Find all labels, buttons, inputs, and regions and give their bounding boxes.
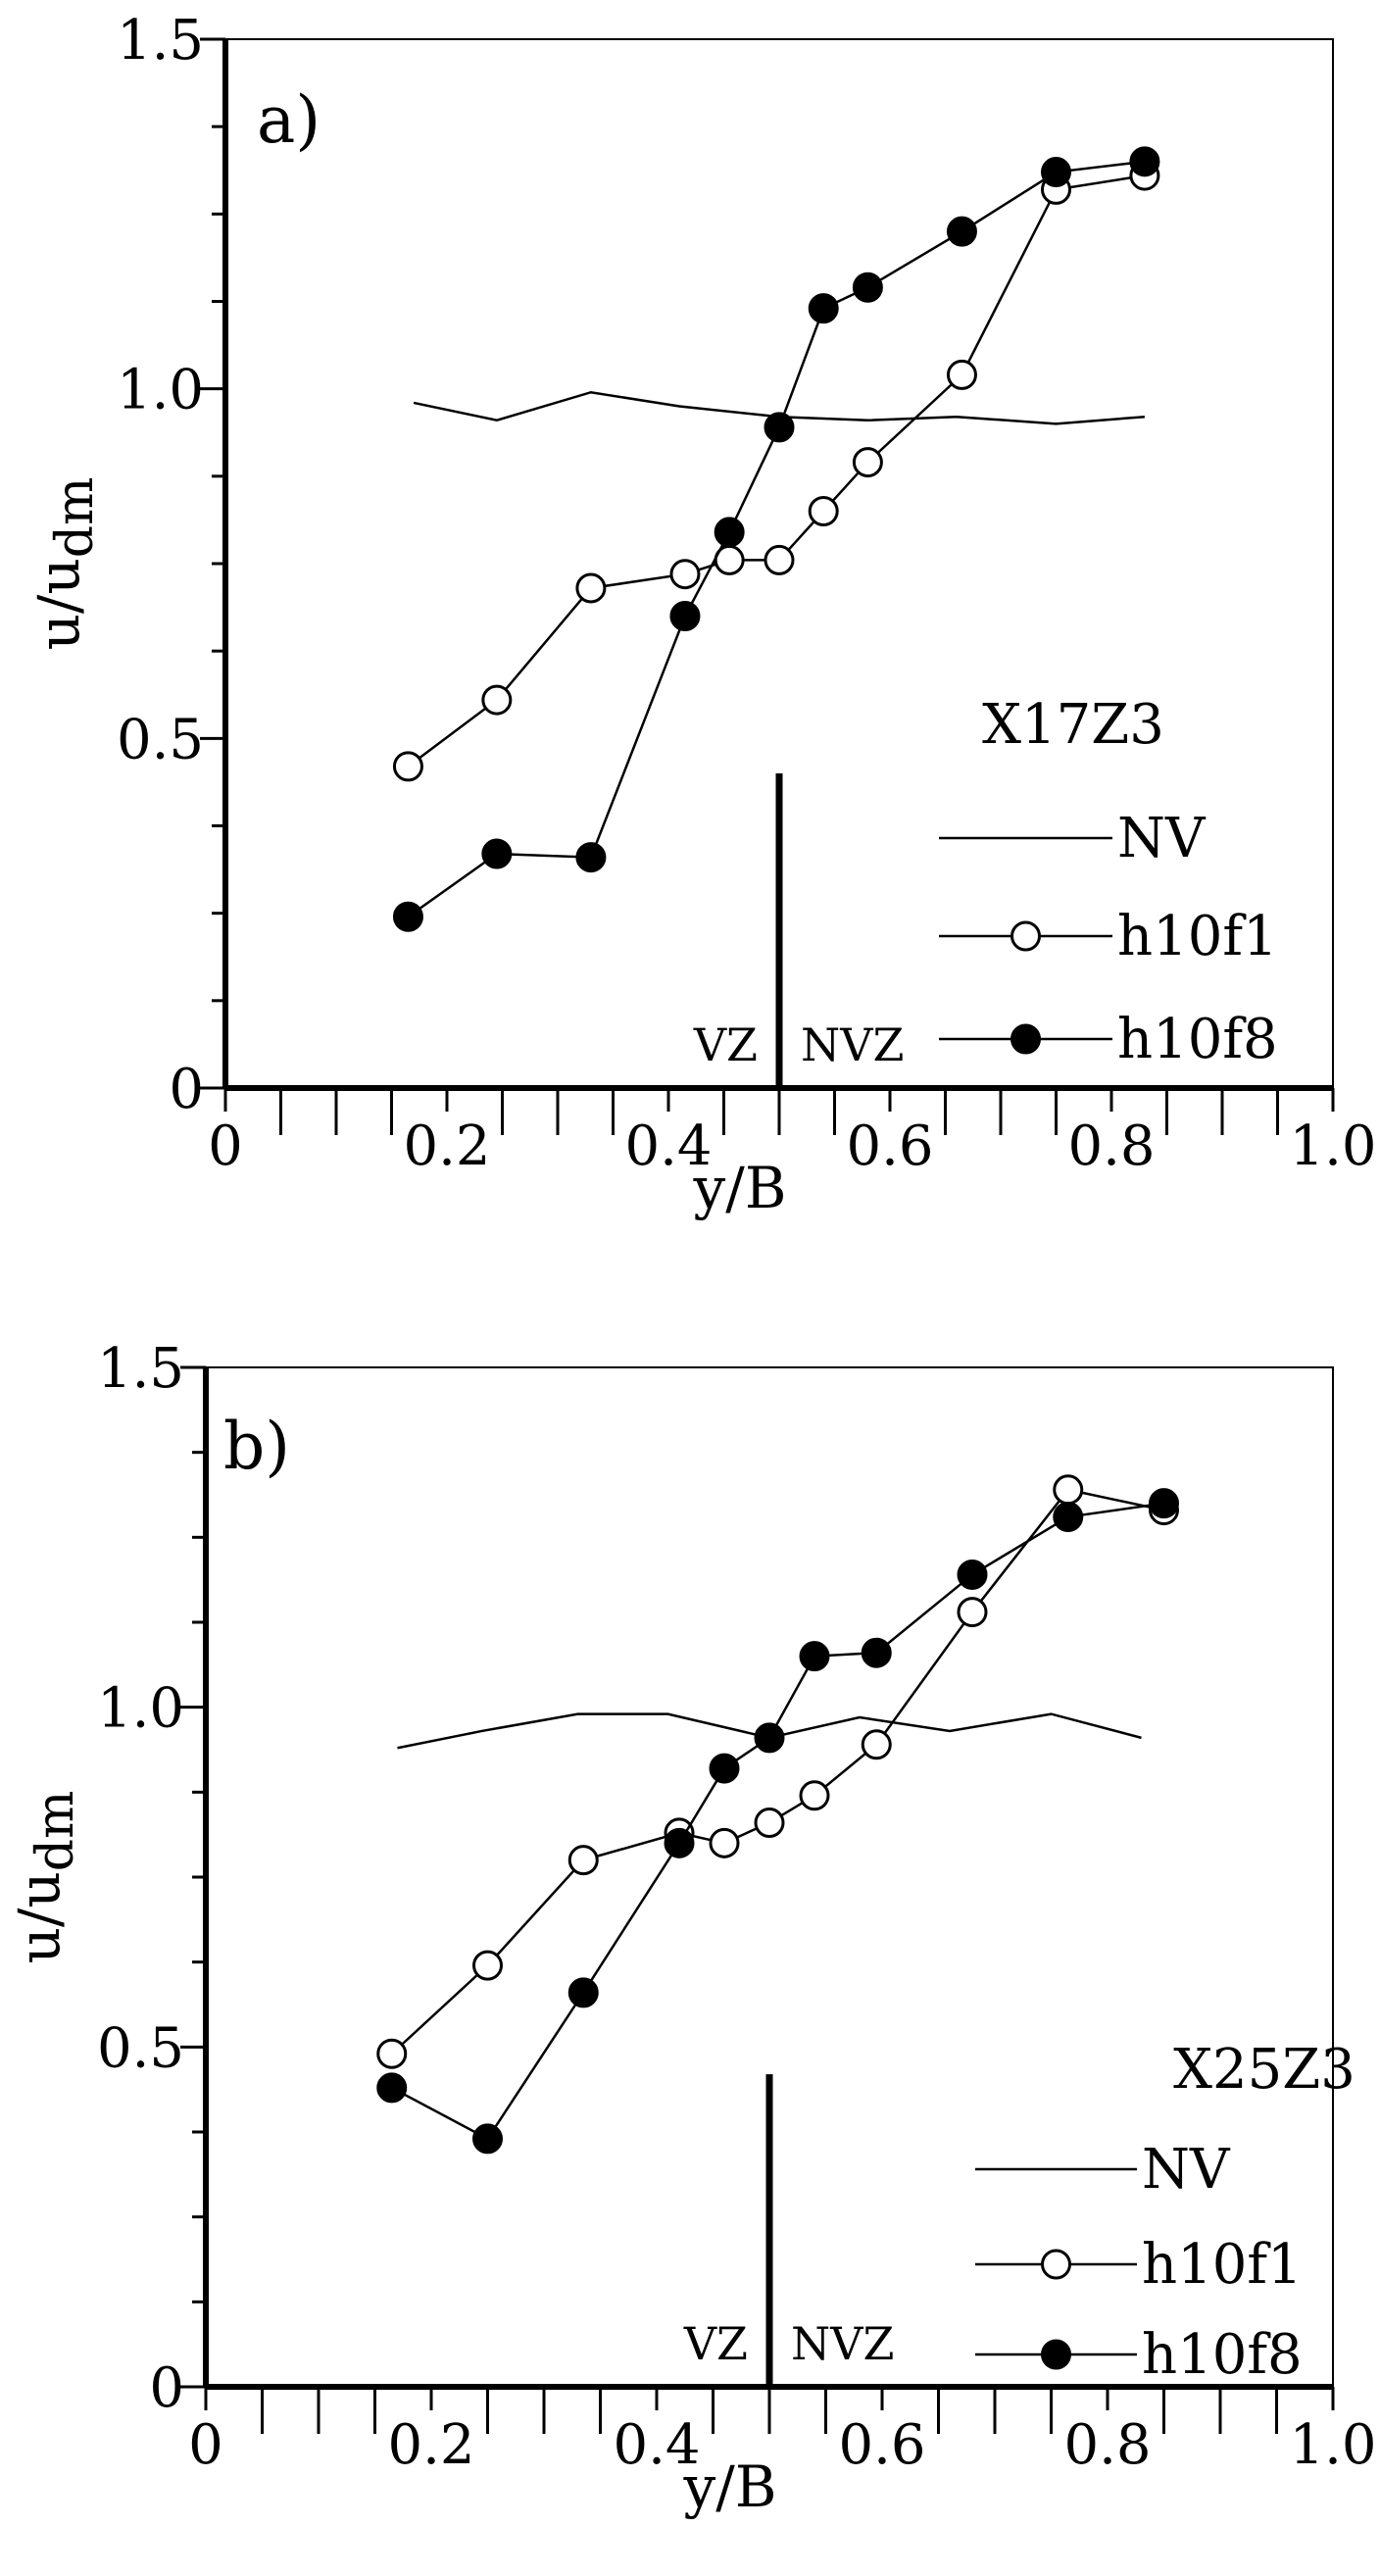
chart-panel-b: 0 0.2 0.4 0.6 0.8 1.0 0 0.5 1.0 1.5 y/B u/udm b) VZ NV…	[6, 1337, 1377, 2520]
data-point-h10f1	[808, 496, 839, 526]
x-tick-label: 0.6	[838, 2413, 925, 2477]
data-point-h10f1	[709, 1827, 740, 1858]
data-point-h10f8	[764, 412, 795, 443]
y-axis-title-main: u/u	[6, 1871, 73, 1963]
chart-panel-a: 0 0.2 0.4 0.6 0.8 1.0 0 0.5 1.0 1.5 y/B u/udm a) VZ NV…	[25, 9, 1377, 1221]
data-point-h10f1	[957, 1597, 988, 1628]
x-axis-title: y/B	[683, 2453, 777, 2520]
y-axis-title-subscript: dm	[26, 1791, 85, 1872]
data-point-h10f8	[946, 216, 977, 247]
legend-label-h10f8: h10f8	[1117, 1008, 1278, 1071]
y-axis-title-main: u/u	[25, 558, 92, 650]
zone-label-nvz: NVZ	[801, 1018, 904, 1071]
x-tick-label: 1.0	[1289, 1115, 1376, 1178]
data-point-h10f1	[861, 1729, 892, 1760]
data-point-h10f8	[957, 1559, 988, 1590]
data-point-h10f8	[709, 1753, 740, 1784]
data-point-h10f8	[808, 293, 839, 324]
zone-label-vz: VZ	[693, 1018, 758, 1071]
legend-title: X25Z3	[1173, 2038, 1355, 2102]
data-point-h10f1	[392, 751, 423, 782]
zone-label-vz: VZ	[683, 2317, 748, 2370]
data-point-h10f1	[669, 559, 701, 590]
legend-marker-h10f1	[1010, 920, 1041, 952]
data-point-h10f1	[754, 1808, 785, 1839]
data-point-h10f8	[481, 838, 513, 869]
x-axis-title: y/B	[693, 1155, 787, 1221]
data-point-h10f8	[575, 842, 607, 873]
x-tick-label: 0.2	[387, 2413, 474, 2477]
y-tick-label: 0.5	[97, 2016, 184, 2080]
y-axis-title: u/udm	[6, 1791, 85, 1964]
data-point-h10f1	[376, 2038, 408, 2069]
data-point-h10f8	[392, 901, 423, 932]
x-tick-label: 1.0	[1289, 2413, 1376, 2477]
data-point-h10f8	[1149, 1488, 1179, 1519]
y-tick-label: 1.5	[117, 9, 204, 73]
x-tick-label: 0.6	[846, 1115, 933, 1178]
y-tick-label: 1.5	[97, 1337, 184, 1401]
x-tick-label: 0.4	[624, 1115, 712, 1178]
data-point-h10f8	[754, 1722, 785, 1754]
legend-label-nv: NV	[1117, 807, 1207, 870]
y-tick-label: 0	[169, 1058, 204, 1121]
data-point-h10f1	[575, 572, 607, 604]
data-point-h10f8	[1041, 157, 1071, 188]
y-tick-label: 0	[149, 2356, 184, 2420]
data-point-h10f8	[664, 1827, 695, 1858]
legend-label-h10f1: h10f1	[1142, 2233, 1303, 2297]
data-point-h10f8	[852, 272, 883, 303]
y-tick-label: 0.5	[117, 708, 204, 771]
data-point-h10f1	[946, 359, 977, 390]
data-point-h10f1	[764, 544, 795, 575]
legend-title: X17Z3	[982, 693, 1164, 757]
data-point-h10f1	[472, 1950, 503, 1981]
panel-label: b)	[223, 1409, 290, 1484]
panel-label: a)	[257, 82, 320, 158]
data-point-h10f8	[1053, 1502, 1084, 1533]
data-point-h10f8	[472, 2123, 503, 2155]
data-point-h10f8	[567, 1977, 599, 2008]
data-point-h10f8	[669, 601, 701, 631]
y-axis-title: u/udm	[25, 477, 105, 651]
data-point-h10f8	[861, 1637, 892, 1668]
x-tick-label: 0	[188, 2413, 223, 2477]
series-line-h10f1	[390, 1488, 1164, 2056]
x-tick-label: 0.8	[1063, 2413, 1151, 2477]
legend-marker-h10f1	[1041, 2249, 1071, 2280]
data-point-h10f8	[376, 2072, 408, 2104]
series-line-h10f1	[407, 173, 1146, 768]
y-axis-title-subscript: dm	[46, 477, 105, 559]
data-point-h10f1	[852, 447, 883, 478]
data-point-h10f1	[1053, 1474, 1084, 1506]
data-point-h10f8	[714, 517, 745, 548]
x-tick-label: 0	[208, 1115, 243, 1178]
y-tick-label: 1.0	[117, 359, 204, 422]
data-point-h10f1	[799, 1780, 830, 1811]
x-tick-label: 0.4	[613, 2413, 700, 2477]
zone-label-nvz: NVZ	[791, 2317, 894, 2370]
data-point-h10f1	[481, 684, 513, 716]
x-tick-label: 0.2	[403, 1115, 490, 1178]
legend-marker-h10f8	[1041, 2339, 1071, 2370]
legend-marker-h10f8	[1010, 1023, 1041, 1055]
legend-label-h10f1: h10f1	[1117, 905, 1278, 968]
y-tick-label: 1.0	[97, 1677, 184, 1741]
legend-label-nv: NV	[1142, 2138, 1231, 2202]
data-point-h10f8	[799, 1641, 830, 1672]
x-tick-label: 0.8	[1067, 1115, 1155, 1178]
legend-label-h10f8: h10f8	[1142, 2323, 1303, 2387]
data-point-h10f1	[567, 1845, 599, 1876]
data-point-h10f8	[1129, 146, 1160, 177]
